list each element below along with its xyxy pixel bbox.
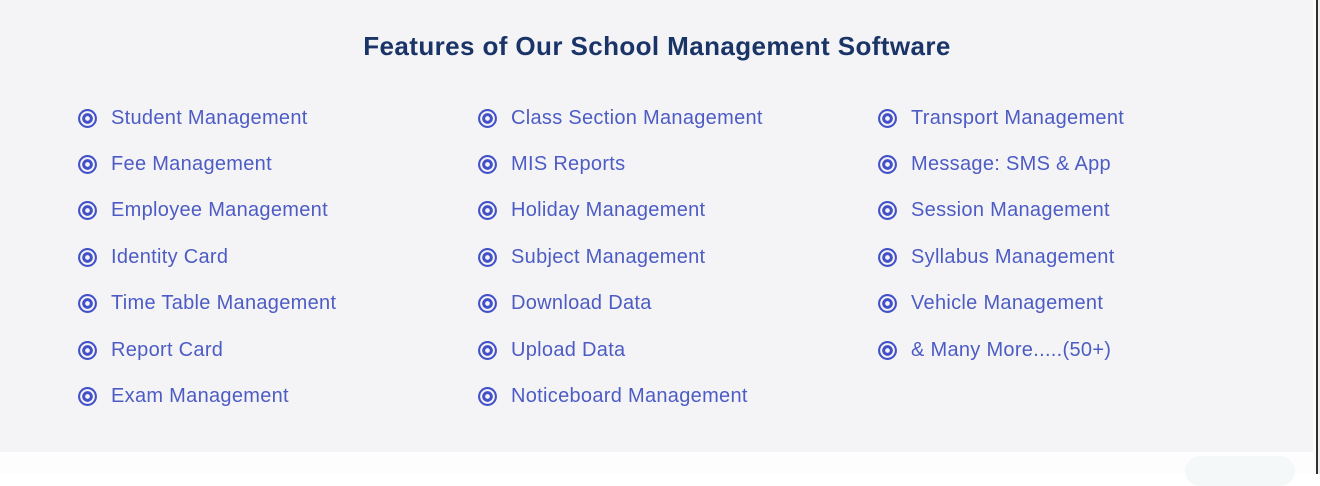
feature-label: Report Card bbox=[111, 338, 224, 361]
bullseye-icon bbox=[878, 155, 897, 175]
feature-column-2: Class Section Management MIS Reports Hol… bbox=[477, 95, 877, 420]
bullseye-icon bbox=[78, 387, 97, 406]
list-item: & Many More.....(50+) bbox=[877, 327, 1277, 373]
bullseye-icon bbox=[478, 247, 497, 267]
list-item: Noticeboard Management bbox=[477, 373, 877, 419]
feature-column-3: Transport Management Message: SMS & App … bbox=[877, 95, 1277, 420]
bullseye-icon bbox=[878, 201, 897, 221]
list-item: Time Table Management bbox=[77, 281, 477, 327]
feature-label: Session Management bbox=[911, 199, 1110, 222]
list-item: Fee Management bbox=[77, 141, 477, 187]
bullseye-icon bbox=[78, 247, 97, 267]
bullseye-icon bbox=[478, 387, 497, 406]
feature-label: Transport Management bbox=[911, 106, 1125, 129]
feature-label: Fee Management bbox=[111, 153, 272, 176]
bullseye-icon bbox=[78, 294, 97, 314]
list-item: Identity Card bbox=[77, 234, 477, 280]
bullseye-icon bbox=[878, 294, 897, 314]
right-edge-gap bbox=[1313, 0, 1316, 474]
next-section-strip bbox=[0, 452, 1320, 474]
list-item: MIS Reports bbox=[477, 141, 877, 187]
feature-columns: Student Management Fee Management Employ… bbox=[77, 95, 1277, 420]
feature-label: Vehicle Management bbox=[911, 292, 1104, 315]
list-item: Class Section Management bbox=[477, 95, 877, 141]
features-section: Features of Our School Management Softwa… bbox=[0, 0, 1314, 452]
feature-label: Identity Card bbox=[111, 245, 229, 268]
feature-label: MIS Reports bbox=[511, 153, 626, 176]
list-item: Vehicle Management bbox=[877, 281, 1277, 327]
right-outer-sliver bbox=[1318, 0, 1320, 474]
feature-column-1: Student Management Fee Management Employ… bbox=[77, 95, 477, 420]
right-edge-border bbox=[1316, 0, 1318, 474]
bullseye-icon bbox=[78, 201, 97, 221]
feature-label: Download Data bbox=[511, 292, 652, 315]
list-item: Report Card bbox=[77, 327, 477, 373]
feature-label: Class Section Management bbox=[511, 106, 763, 129]
list-item: Student Management bbox=[77, 95, 477, 141]
bullseye-icon bbox=[478, 294, 497, 314]
bullseye-icon bbox=[78, 108, 97, 128]
bullseye-icon bbox=[78, 155, 97, 175]
feature-label: Syllabus Management bbox=[911, 245, 1115, 268]
list-item: Syllabus Management bbox=[877, 234, 1277, 280]
feature-label: Message: SMS & App bbox=[911, 153, 1111, 176]
feature-label: Student Management bbox=[111, 106, 308, 129]
bullseye-icon bbox=[78, 340, 97, 360]
page-title: Features of Our School Management Softwa… bbox=[363, 31, 951, 61]
bullseye-icon bbox=[878, 108, 897, 128]
list-item: Employee Management bbox=[77, 188, 477, 234]
list-item: Holiday Management bbox=[477, 188, 877, 234]
list-item: Exam Management bbox=[77, 373, 477, 419]
bullseye-icon bbox=[478, 201, 497, 221]
list-item: Download Data bbox=[477, 281, 877, 327]
list-item: Subject Management bbox=[477, 234, 877, 280]
feature-label: Exam Management bbox=[111, 385, 289, 408]
bottom-right-rounded-shape bbox=[1185, 456, 1295, 486]
bullseye-icon bbox=[878, 340, 897, 360]
feature-label: Subject Management bbox=[511, 245, 706, 268]
list-item: Session Management bbox=[877, 188, 1277, 234]
feature-label: Employee Management bbox=[111, 199, 328, 222]
list-item: Upload Data bbox=[477, 327, 877, 373]
feature-label: & Many More.....(50+) bbox=[911, 338, 1112, 361]
feature-label: Holiday Management bbox=[511, 199, 706, 222]
bullseye-icon bbox=[878, 247, 897, 267]
feature-label: Upload Data bbox=[511, 338, 626, 361]
bullseye-icon bbox=[478, 155, 497, 175]
feature-label: Time Table Management bbox=[111, 292, 337, 315]
list-item: Message: SMS & App bbox=[877, 141, 1277, 187]
list-item: Transport Management bbox=[877, 95, 1277, 141]
feature-label: Noticeboard Management bbox=[511, 385, 748, 408]
bullseye-icon bbox=[478, 340, 497, 360]
bullseye-icon bbox=[478, 108, 497, 128]
